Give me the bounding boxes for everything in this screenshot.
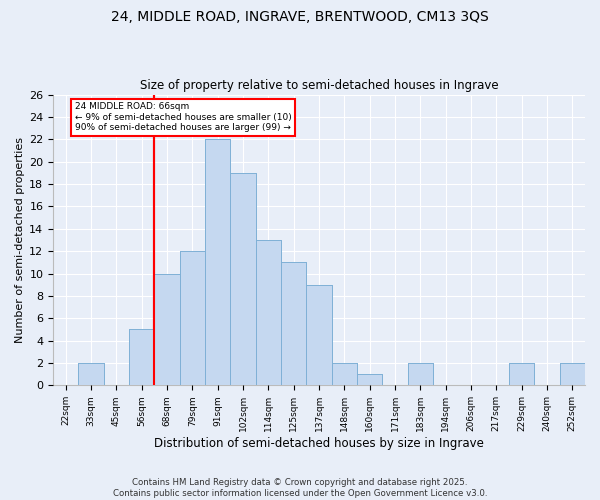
Bar bbox=[560, 363, 585, 386]
Bar bbox=[560, 363, 585, 386]
Y-axis label: Number of semi-detached properties: Number of semi-detached properties bbox=[15, 137, 25, 343]
Text: Contains HM Land Registry data © Crown copyright and database right 2025.
Contai: Contains HM Land Registry data © Crown c… bbox=[113, 478, 487, 498]
Bar bbox=[230, 173, 256, 386]
Bar bbox=[307, 284, 332, 386]
Bar bbox=[357, 374, 382, 386]
Bar bbox=[205, 140, 230, 386]
Bar bbox=[205, 140, 230, 386]
Bar bbox=[509, 363, 535, 386]
Bar bbox=[281, 262, 307, 386]
Bar bbox=[129, 330, 154, 386]
Bar bbox=[180, 251, 205, 386]
Bar bbox=[154, 274, 180, 386]
X-axis label: Distribution of semi-detached houses by size in Ingrave: Distribution of semi-detached houses by … bbox=[154, 437, 484, 450]
Bar bbox=[230, 173, 256, 386]
Bar bbox=[281, 262, 307, 386]
Bar bbox=[256, 240, 281, 386]
Bar bbox=[79, 363, 104, 386]
Bar bbox=[332, 363, 357, 386]
Bar bbox=[256, 240, 281, 386]
Bar bbox=[154, 274, 180, 386]
Bar bbox=[408, 363, 433, 386]
Title: Size of property relative to semi-detached houses in Ingrave: Size of property relative to semi-detach… bbox=[140, 79, 499, 92]
Bar bbox=[180, 251, 205, 386]
Bar bbox=[129, 330, 154, 386]
Bar bbox=[408, 363, 433, 386]
Bar bbox=[307, 284, 332, 386]
Text: 24 MIDDLE ROAD: 66sqm
← 9% of semi-detached houses are smaller (10)
90% of semi-: 24 MIDDLE ROAD: 66sqm ← 9% of semi-detac… bbox=[74, 102, 292, 132]
Bar bbox=[509, 363, 535, 386]
Bar bbox=[332, 363, 357, 386]
Bar bbox=[357, 374, 382, 386]
Text: 24, MIDDLE ROAD, INGRAVE, BRENTWOOD, CM13 3QS: 24, MIDDLE ROAD, INGRAVE, BRENTWOOD, CM1… bbox=[111, 10, 489, 24]
Bar bbox=[79, 363, 104, 386]
